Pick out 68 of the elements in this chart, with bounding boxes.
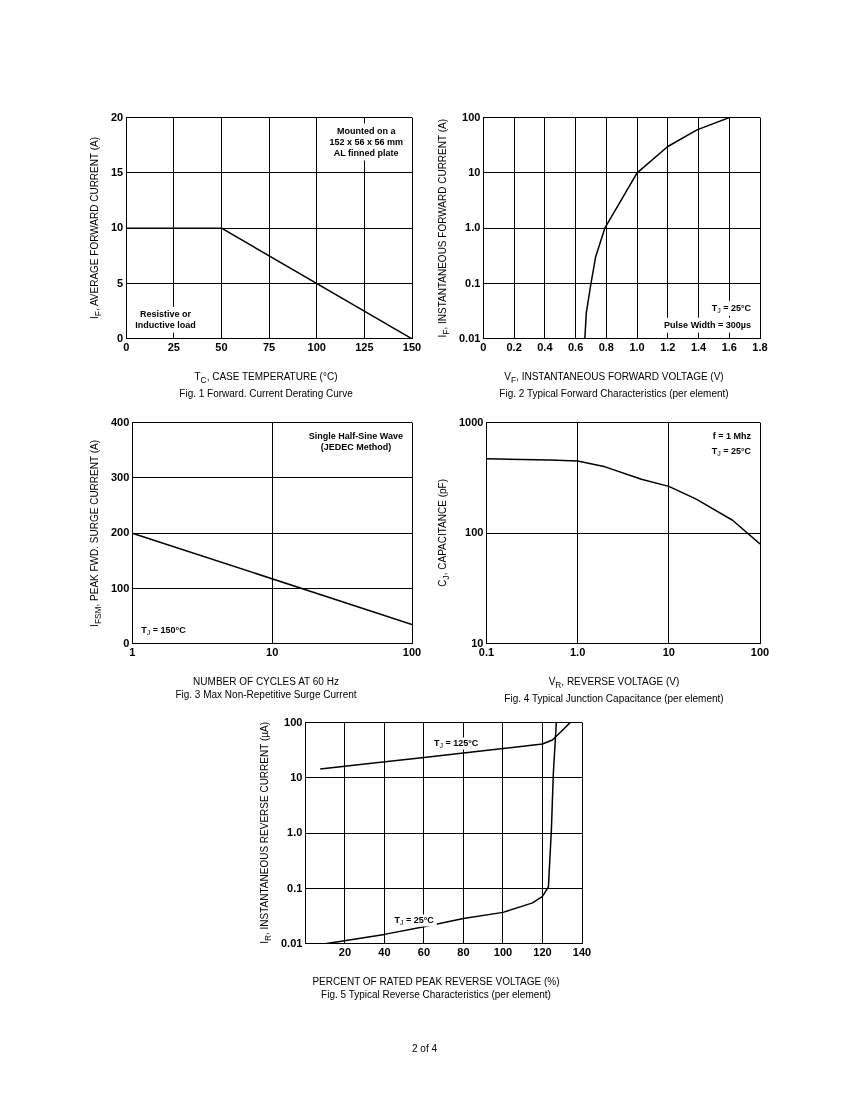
- text: Fig. 5 Typical Reverse Characteristics (per element): [320, 988, 552, 1001]
- y-tick-label: 0: [123, 636, 130, 649]
- x-tick-label: 1.0: [570, 646, 586, 659]
- text: Fig. 4 Typical Junction Capacitance (per element): [503, 692, 725, 705]
- x-tick-label: 50: [215, 341, 228, 354]
- x-tick-label: 100: [402, 646, 422, 659]
- x-tick-label: 25: [167, 341, 180, 354]
- y-tick-label: 10: [110, 221, 124, 234]
- y-tick-label: 10: [471, 636, 484, 649]
- y-tick-label: 100: [462, 110, 481, 123]
- x-tick-label: 0.1: [478, 646, 495, 659]
- x-tick-label: 0.2: [506, 341, 522, 354]
- x-tick-label: 1.8: [752, 341, 768, 354]
- x-tick-label: 100: [307, 341, 326, 354]
- y-tick-label: 0.01: [458, 331, 481, 344]
- x-tick-label: 125: [355, 341, 374, 354]
- x-tick-label: 10: [662, 646, 675, 659]
- x-tick-label: 0.4: [537, 341, 554, 354]
- annotation: Single Half-Sine Wave (JEDEC Method): [308, 430, 404, 452]
- y-tick-label: 0.01: [280, 936, 303, 949]
- y-tick-label: 400: [110, 415, 130, 428]
- text: Fig. 2 Typical Forward Characteristics (per element): [498, 387, 730, 400]
- x-tick-label: 140: [572, 946, 592, 959]
- x-axis-title: PERCENT OF RATED PEAK REVERSE VOLTAGE (%): [311, 975, 561, 988]
- y-tick-label: 0.1: [465, 276, 481, 289]
- x-tick-label: 150: [402, 341, 422, 354]
- text: 2 of 4: [411, 1043, 438, 1054]
- x-axis-title: V$_{F}$, INSTANTANEOUS FORWARD VOLTAGE (V): [503, 370, 725, 387]
- annotation: Mounted on a 152 x 56 x 56 mm AL finned plate: [329, 125, 404, 158]
- x-tick-label: 0.8: [598, 341, 614, 354]
- y-tick-label: 15: [110, 165, 124, 178]
- x-tick-label: 1.0: [629, 341, 645, 354]
- y-tick-label: 0: [117, 331, 124, 344]
- y-tick-label: 100: [110, 581, 130, 594]
- x-tick-label: 1.4: [690, 341, 708, 354]
- y-tick-label: 1.0: [287, 826, 303, 839]
- x-tick-label: 100: [750, 646, 770, 659]
- annotation: Pulse Width = 300µs: [664, 319, 752, 330]
- y-tick-label: 20: [110, 110, 124, 123]
- text: Fig. 1 Forward. Current Derating Curve: [178, 387, 354, 400]
- y-tick-label: 300: [110, 470, 130, 483]
- y-tick-label: 5: [117, 276, 124, 289]
- y-tick-label: 10: [468, 165, 481, 178]
- y-tick-label: 0.1: [287, 881, 303, 894]
- text: Fig. 3 Max Non-Repetitive Surge Current: [174, 688, 358, 701]
- x-tick-label: 75: [262, 341, 276, 354]
- annotation: Resistive or Inductive load: [135, 308, 196, 330]
- y-tick-label: 1.0: [465, 221, 481, 234]
- annotation: f = 1 Mhz: [712, 430, 752, 441]
- y-tick-label: 100: [284, 715, 303, 728]
- x-tick-label: 100: [493, 946, 513, 959]
- y-tick-label: 10: [290, 770, 303, 783]
- x-axis-title: V$_{R}$, REVERSE VOLTAGE (V): [547, 675, 681, 692]
- x-tick-label: 60: [417, 946, 431, 959]
- x-tick-label: 40: [378, 946, 391, 959]
- x-tick-label: 1: [129, 646, 136, 659]
- y-tick-label: 200: [110, 526, 130, 539]
- x-axis-title: NUMBER OF CYCLES AT 60 Hz: [192, 675, 340, 688]
- x-tick-label: 120: [533, 946, 552, 959]
- x-tick-label: 1.2: [660, 341, 676, 354]
- x-axis-title: T$_{C}$, CASE TEMPERATURE (°C): [193, 370, 339, 387]
- x-tick-label: 20: [338, 946, 352, 959]
- y-tick-label: 100: [465, 526, 484, 539]
- x-tick-label: 80: [457, 946, 470, 959]
- x-tick-label: 0.6: [567, 341, 584, 354]
- x-tick-label: 10: [266, 646, 279, 659]
- y-tick-label: 1000: [458, 415, 484, 428]
- x-tick-label: 1.6: [721, 341, 737, 354]
